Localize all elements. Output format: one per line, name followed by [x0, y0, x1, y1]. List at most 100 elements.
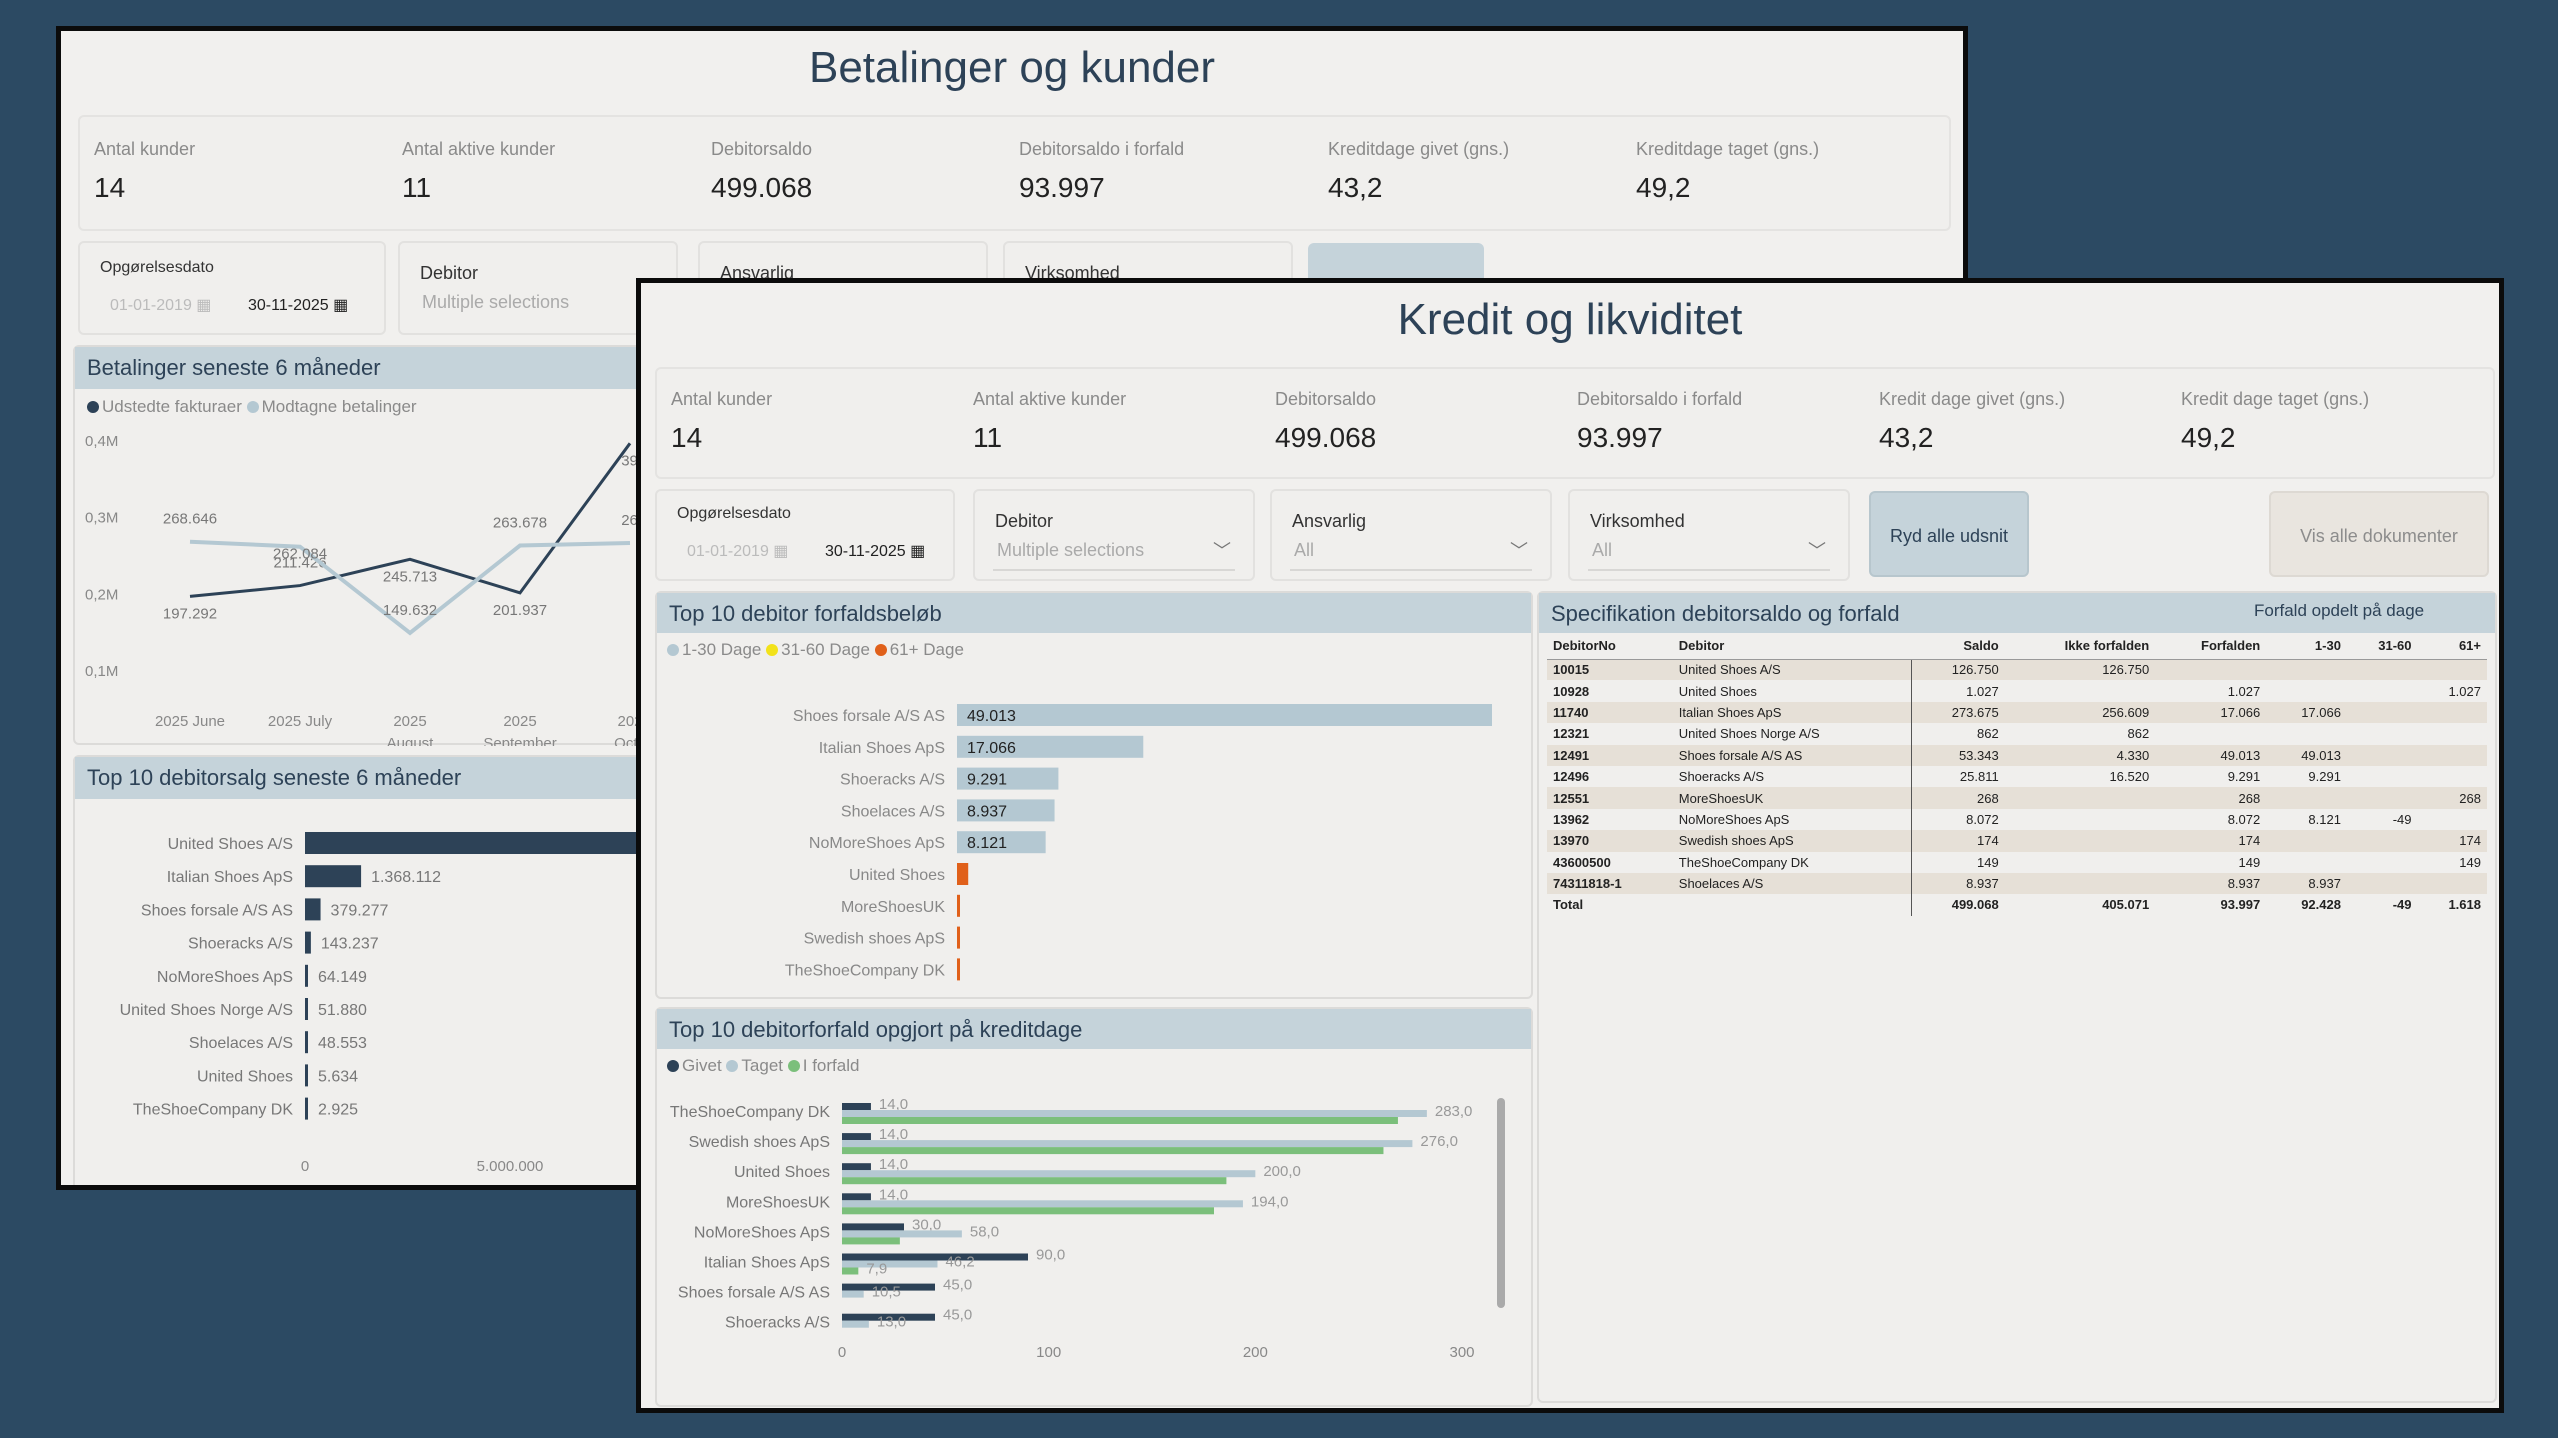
table-row[interactable]: 11740 Italian Shoes ApS 273.675 256.609 17.0… — [1547, 701, 2487, 724]
date-to-input[interactable]: 30-11-2025 ▦ — [825, 543, 926, 560]
table-cell — [2346, 659, 2418, 681]
column-header[interactable]: Saldo — [1911, 633, 2005, 660]
table-cell: 126.750 — [2004, 659, 2156, 681]
column-header[interactable]: Forfalden — [2155, 633, 2267, 660]
ansvarlig-filter[interactable]: Ansvarlig All ﹀ — [1270, 489, 1552, 581]
legend-dot-icon — [667, 1060, 679, 1072]
bar — [957, 926, 960, 949]
x-tick-label: Octo — [614, 735, 646, 746]
date-to-input[interactable]: 30-11-2025 ▦ — [248, 297, 349, 314]
table-cell — [2417, 701, 2487, 724]
column-header[interactable]: DebitorNo — [1547, 633, 1673, 660]
table-cell: 12496 — [1553, 769, 1590, 785]
category-label: Shoeracks A/S — [840, 772, 945, 789]
data-label: 143.237 — [321, 936, 379, 953]
kpi-debitorsaldo: Debitorsaldo 499.068 — [711, 139, 813, 203]
data-label: 46,2 — [945, 1254, 974, 1271]
category-label: Shoelaces A/S — [841, 803, 945, 820]
table-cell — [2417, 809, 2487, 830]
table-row[interactable]: 10928 United Shoes 1.027 1.027 1.027 — [1547, 680, 2487, 702]
table-row[interactable]: 12321 United Shoes Norge A/S 862 862 — [1547, 723, 2487, 745]
table-row[interactable]: 13970 Swedish shoes ApS 174 174 174 — [1547, 830, 2487, 852]
table-row[interactable]: 43600500 TheShoeCompany DK 149 149 149 — [1547, 851, 2487, 873]
table-cell: 13962 — [1553, 811, 1590, 827]
kpi-aktive-kunder: Antal aktive kunder 11 — [973, 389, 1127, 453]
table-cell: Shoeracks A/S — [1672, 765, 1913, 788]
bar — [842, 1140, 1413, 1148]
table-cell — [2266, 852, 2347, 873]
table-cell: 93.997 — [2220, 897, 2261, 913]
data-label: 90,0 — [1036, 1247, 1065, 1264]
payments-line-chart: 0,4M 0,3M 0,2M 0,1M 2025 June 2025 July 2025 Au… — [85, 433, 659, 746]
legend-dot-icon — [246, 401, 259, 413]
table-cell: 273.675 — [1911, 701, 2005, 724]
data-label: 268.646 — [163, 511, 217, 528]
column-header[interactable]: 1-30 — [2266, 633, 2347, 660]
table-cell: 1.027 — [1966, 683, 1999, 699]
debitor-filter[interactable]: Debitor Multiple selections — [398, 241, 678, 335]
category-label: Shoes forsale A/S AS — [678, 1285, 830, 1302]
table-cell: Italian Shoes ApS — [1672, 701, 1913, 724]
bar — [957, 799, 1055, 822]
table-cell — [2266, 787, 2347, 809]
bar — [957, 767, 1059, 790]
table-cell — [2155, 723, 2266, 744]
y-tick-label: 0,2M — [85, 586, 118, 603]
column-header[interactable]: 61+ — [2417, 633, 2487, 660]
table-cell — [2347, 723, 2418, 744]
table-cell — [2005, 809, 2155, 830]
ryd-alle-udsnit-button[interactable]: Ryd alle udsnit — [1869, 491, 2029, 577]
table-cell: 11740 — [1547, 701, 1673, 724]
table-row[interactable]: 12491 Shoes forsale A/S AS 53.343 4.330 49.0… — [1547, 744, 2487, 766]
y-tick-label: 0,4M — [85, 433, 118, 450]
data-label: 8.937 — [967, 803, 1007, 820]
table-cell — [2417, 766, 2487, 787]
data-label: 201.937 — [493, 602, 547, 619]
bar — [305, 964, 308, 987]
data-label: 45,0 — [943, 1307, 972, 1324]
debitor-filter[interactable]: Debitor Multiple selections ﹀ — [973, 489, 1255, 581]
table-row[interactable]: 12551 MoreShoesUK 268 268 268 — [1547, 787, 2487, 809]
table-cell — [2346, 744, 2418, 766]
legend-dot-icon — [87, 401, 99, 413]
legend-item: Taget — [726, 1056, 783, 1075]
data-label: 9.291 — [967, 772, 1007, 789]
data-label: 379.277 — [331, 902, 389, 919]
scrollbar[interactable] — [1497, 1098, 1505, 1308]
date-from-input[interactable]: 01-01-2019 ▦ — [687, 543, 789, 560]
sales-bar-chart: United Shoes A/S Italian Shoes ApS 1.368.1… — [120, 832, 674, 1175]
table-cell: 1.618 — [2448, 897, 2481, 913]
table-cell: MoreShoesUK — [1672, 787, 1913, 809]
column-header[interactable]: 31-60 — [2346, 633, 2418, 660]
kpi-antal-kunder: Antal kunder 14 — [671, 389, 773, 453]
table-cell: 12551 — [1547, 787, 1673, 809]
table-cell — [2004, 830, 2156, 852]
date-from-input[interactable]: 01-01-2019 ▦ — [110, 297, 212, 314]
vis-alle-dokumenter-button[interactable]: Vis alle dokumenter — [2269, 491, 2489, 577]
table-header-row: DebitorNo Debitor Saldo Ikke forfalden Forfa… — [1547, 633, 2487, 660]
data-label: 17.066 — [967, 740, 1016, 757]
chevron-down-icon: ﹀ — [1213, 541, 1231, 561]
table-cell: 268 — [2155, 787, 2267, 809]
table-cell: 8.937 — [1911, 872, 2005, 895]
chevron-down-icon: ﹀ — [1510, 541, 1528, 561]
column-header[interactable]: Ikke forfalden — [2004, 633, 2156, 660]
table-cell: 74311818-1 — [1547, 872, 1673, 895]
virksomhed-filter[interactable]: Virksomhed All ﹀ — [1568, 489, 1850, 581]
table-cell: 13970 — [1547, 830, 1673, 852]
table-cell: TheShoeCompany DK — [1672, 851, 1913, 873]
table-row[interactable]: 10015 United Shoes A/S 126.750 126.750 — [1547, 659, 2487, 681]
table-row[interactable]: 13962 NoMoreShoes ApS 8.072 8.072 8.121 -49 — [1547, 808, 2487, 831]
legend-dot-icon — [766, 644, 779, 656]
table-row[interactable]: 12496 Shoeracks A/S 25.811 16.520 9.291 9.291 — [1547, 765, 2487, 788]
legend-item: 61+ Dage — [874, 640, 964, 659]
table-cell: United Shoes Norge A/S — [1672, 723, 1913, 745]
chevron-down-icon: ﹀ — [1808, 541, 1826, 561]
data-label: 10,5 — [872, 1284, 901, 1301]
table-cell: 126.750 — [1911, 659, 2005, 681]
calendar-icon: ▦ — [910, 543, 926, 560]
table-cell: 268 — [1911, 787, 2005, 809]
bar — [842, 1290, 864, 1298]
table-row[interactable]: 74311818-1 Shoelaces A/S 8.937 8.937 8.937 — [1547, 872, 2487, 895]
column-header[interactable]: Debitor — [1672, 633, 1912, 660]
